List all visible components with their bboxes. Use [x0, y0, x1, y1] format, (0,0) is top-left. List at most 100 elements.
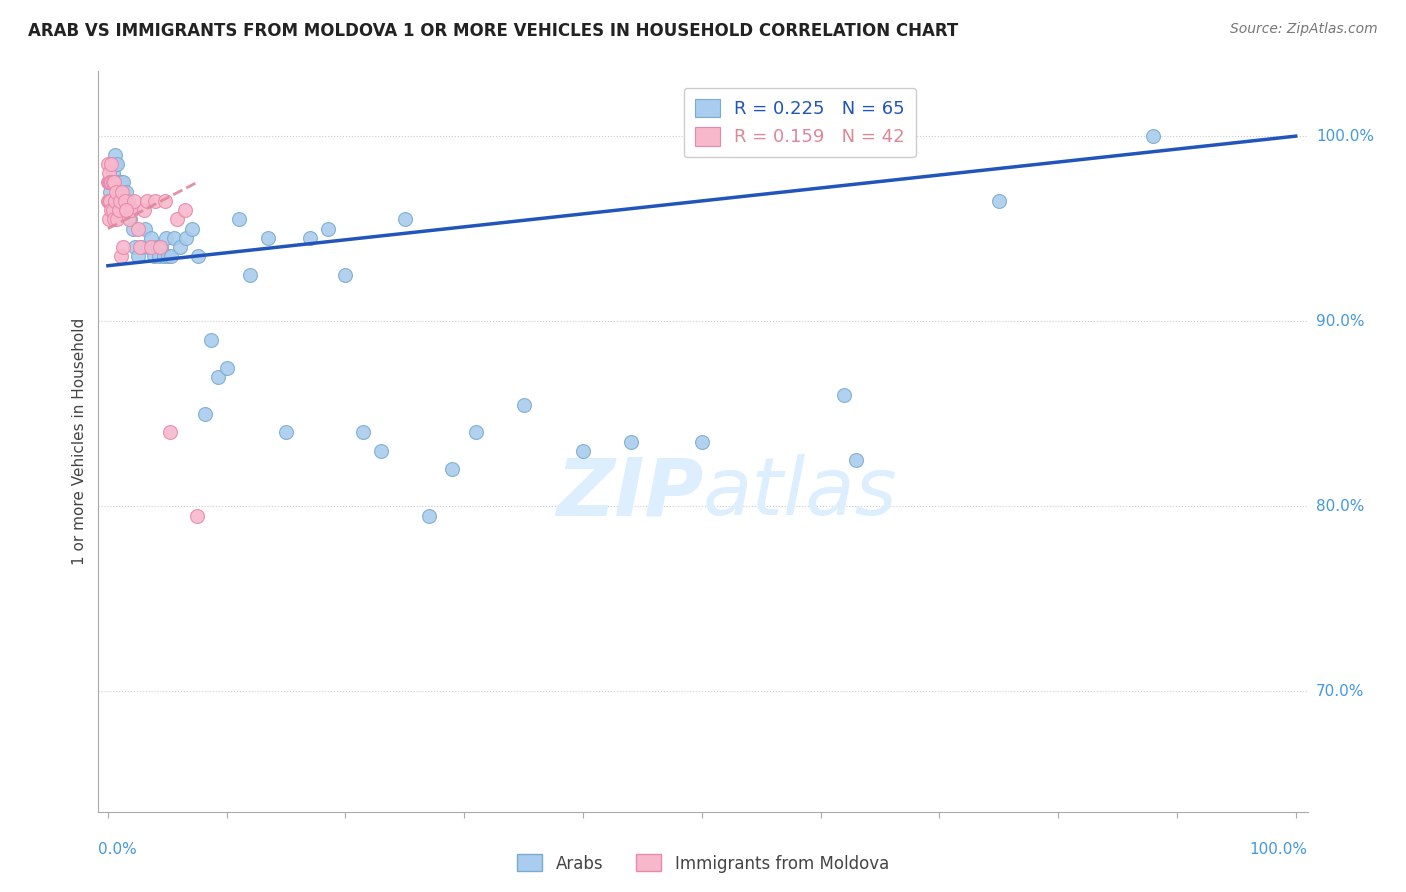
Legend: Arabs, Immigrants from Moldova: Arabs, Immigrants from Moldova	[510, 847, 896, 880]
Point	[98, 175, 121, 190]
Point	[200, 333, 222, 347]
Point	[159, 425, 181, 440]
Point	[101, 203, 124, 218]
Point	[114, 203, 136, 218]
Point	[110, 175, 132, 190]
Point	[129, 240, 152, 254]
Point	[114, 194, 136, 208]
Point	[690, 434, 713, 449]
Point	[104, 194, 127, 208]
Point	[97, 157, 120, 171]
Point	[97, 175, 120, 190]
Point	[152, 249, 174, 263]
Point	[98, 194, 121, 208]
Point	[181, 221, 204, 235]
Point	[153, 194, 176, 208]
Point	[194, 407, 217, 421]
Point	[157, 249, 180, 263]
Point	[114, 185, 136, 199]
Point	[108, 194, 131, 208]
Point	[465, 425, 488, 440]
Point	[136, 194, 159, 208]
Legend: R = 0.225   N = 65, R = 0.159   N = 42: R = 0.225 N = 65, R = 0.159 N = 42	[683, 87, 915, 157]
Point	[104, 157, 127, 171]
Point	[100, 203, 122, 218]
Point	[136, 240, 159, 254]
Point	[257, 231, 280, 245]
Point	[127, 249, 149, 263]
Point	[114, 194, 136, 208]
Point	[298, 231, 321, 245]
Point	[115, 203, 138, 218]
Point	[987, 194, 1010, 208]
Point	[239, 268, 262, 282]
Point	[176, 231, 198, 245]
Point	[572, 443, 595, 458]
Point	[104, 147, 127, 161]
Point	[120, 212, 142, 227]
Point	[98, 194, 121, 208]
Point	[370, 443, 392, 458]
Text: 90.0%: 90.0%	[1316, 314, 1364, 329]
Text: 0.0%: 0.0%	[98, 842, 138, 857]
Point	[160, 249, 183, 263]
Point	[112, 175, 135, 190]
Point	[145, 194, 167, 208]
Point	[352, 425, 374, 440]
Point	[121, 203, 143, 218]
Point	[112, 240, 135, 254]
Point	[169, 240, 191, 254]
Point	[134, 221, 156, 235]
Point	[207, 369, 229, 384]
Point	[118, 212, 141, 227]
Text: 100.0%: 100.0%	[1316, 128, 1374, 144]
Point	[118, 203, 141, 218]
Point	[117, 194, 139, 208]
Point	[98, 212, 121, 227]
Point	[127, 221, 149, 235]
Point	[100, 157, 122, 171]
Point	[394, 212, 416, 227]
Point	[98, 185, 121, 199]
Text: atlas: atlas	[703, 454, 898, 533]
Point	[834, 388, 856, 402]
Point	[132, 203, 155, 218]
Point	[108, 194, 131, 208]
Point	[149, 240, 172, 254]
Point	[619, 434, 641, 449]
Point	[148, 249, 170, 263]
Point	[124, 240, 146, 254]
Point	[111, 185, 134, 199]
Point	[98, 166, 121, 180]
Point	[166, 212, 188, 227]
Point	[139, 231, 162, 245]
Point	[155, 231, 177, 245]
Point	[163, 231, 186, 245]
Text: Source: ZipAtlas.com: Source: ZipAtlas.com	[1230, 22, 1378, 37]
Text: ARAB VS IMMIGRANTS FROM MOLDOVA 1 OR MORE VEHICLES IN HOUSEHOLD CORRELATION CHAR: ARAB VS IMMIGRANTS FROM MOLDOVA 1 OR MOR…	[28, 22, 959, 40]
Point	[316, 221, 339, 235]
Point	[105, 175, 128, 190]
Point	[111, 185, 134, 199]
Point	[98, 175, 121, 190]
Point	[103, 175, 125, 190]
Point	[97, 194, 120, 208]
Point	[107, 157, 129, 171]
Point	[98, 175, 121, 190]
Text: 100.0%: 100.0%	[1250, 842, 1308, 857]
Point	[139, 240, 162, 254]
Point	[103, 175, 125, 190]
Point	[150, 240, 173, 254]
Point	[129, 240, 152, 254]
Y-axis label: 1 or more Vehicles in Household: 1 or more Vehicles in Household	[72, 318, 87, 566]
Point	[335, 268, 357, 282]
Point	[100, 175, 122, 190]
Point	[1142, 129, 1164, 144]
Point	[122, 194, 145, 208]
Point	[187, 249, 209, 263]
Point	[107, 203, 129, 218]
Text: 70.0%: 70.0%	[1316, 684, 1364, 699]
Point	[105, 185, 128, 199]
Text: 80.0%: 80.0%	[1316, 499, 1364, 514]
Point	[174, 203, 197, 218]
